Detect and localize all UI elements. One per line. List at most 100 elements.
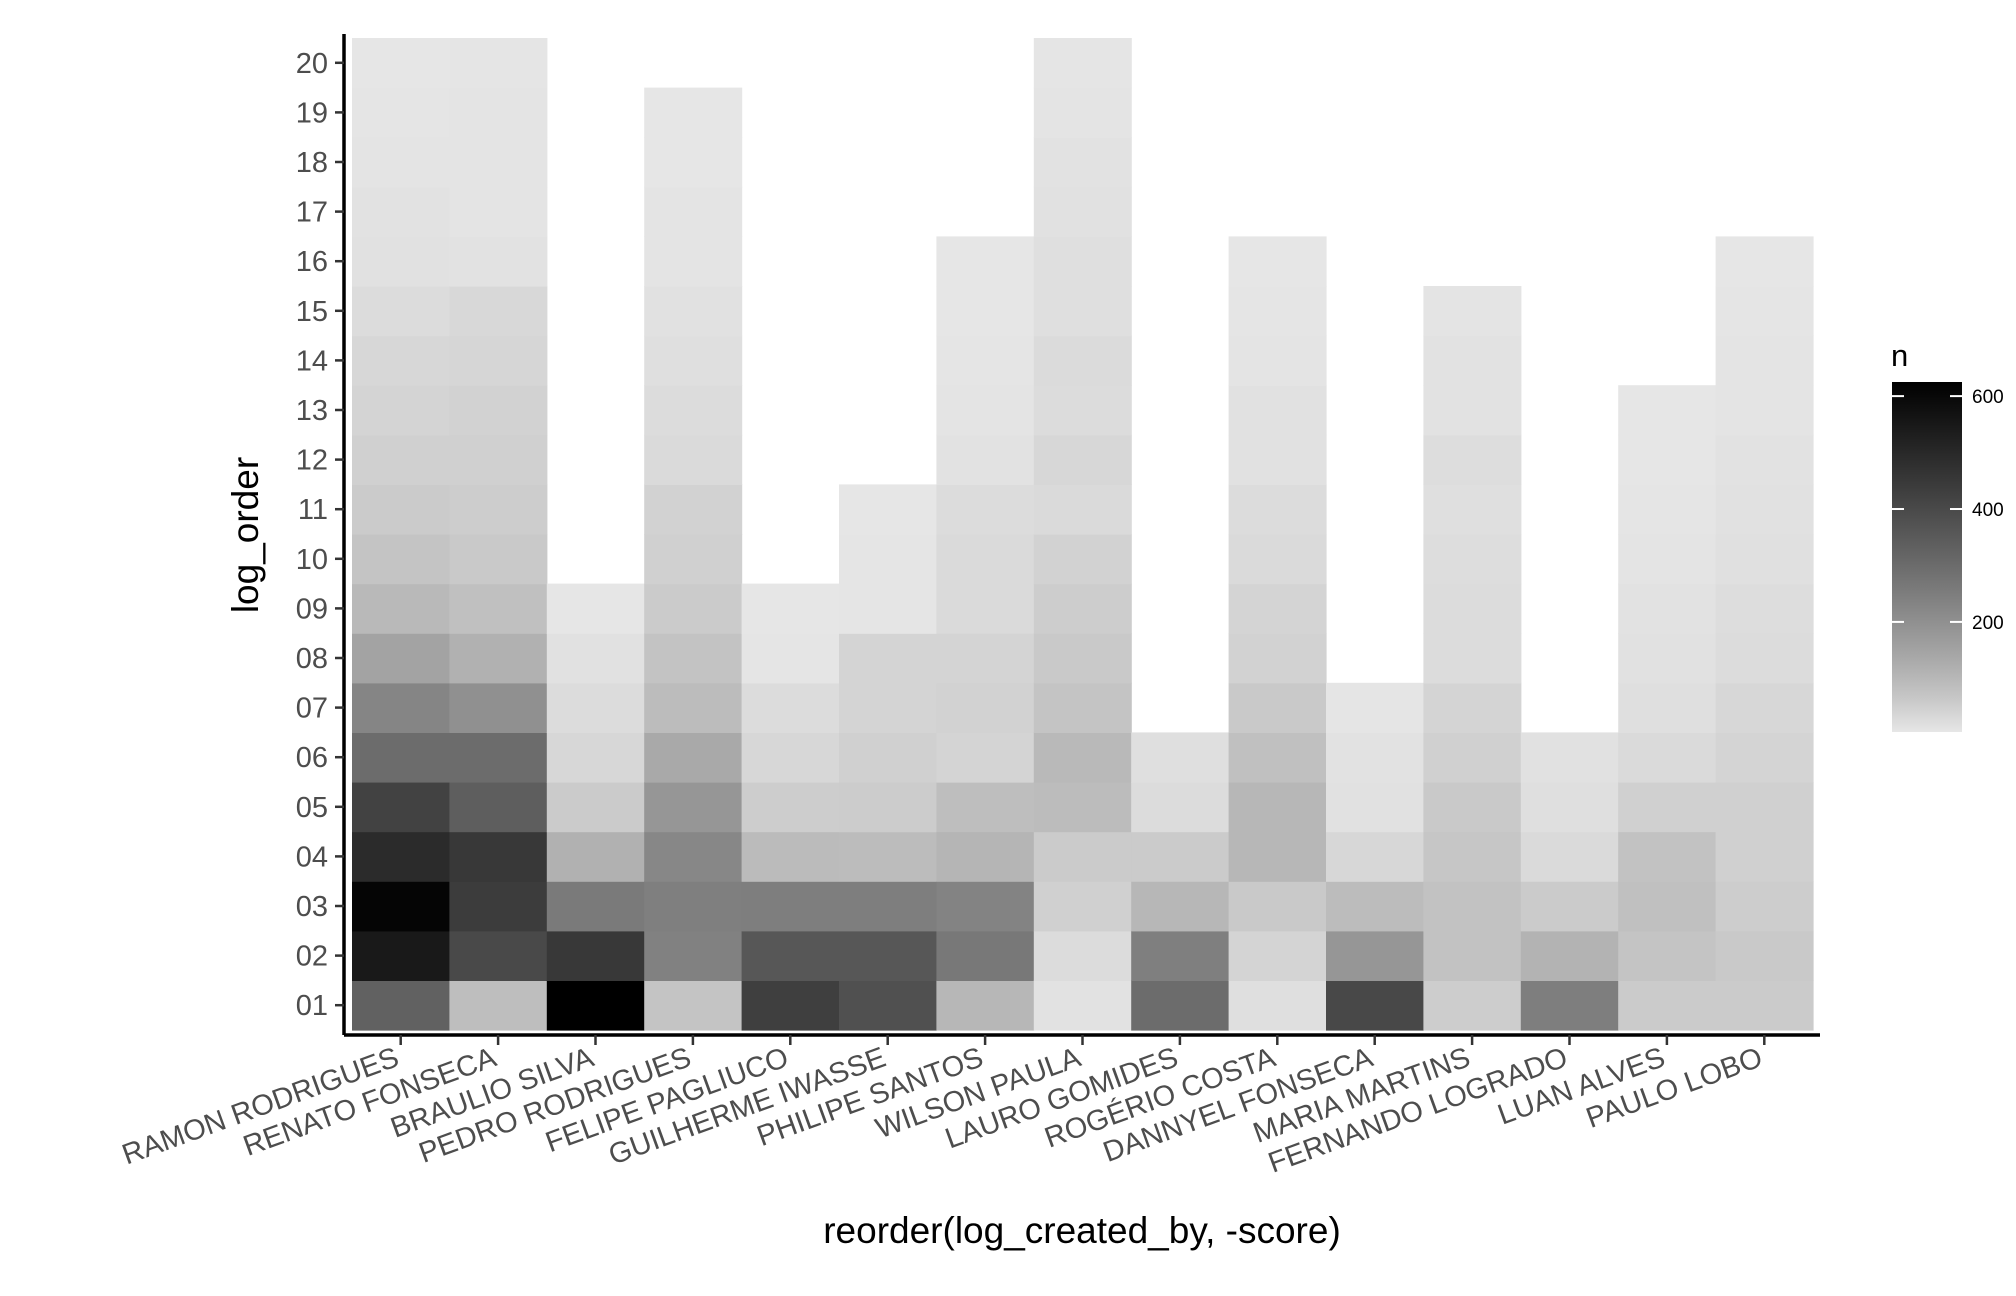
heatmap-cell xyxy=(1715,385,1814,436)
heatmap-cell xyxy=(1618,881,1717,932)
y-tick-label: 17 xyxy=(296,197,328,229)
heatmap-cell xyxy=(1033,782,1132,833)
heatmap-cell xyxy=(839,881,937,932)
heatmap-cell xyxy=(546,583,645,634)
heatmap-cell xyxy=(449,484,548,535)
heatmap-cell xyxy=(1033,732,1132,783)
heatmap-cell xyxy=(1033,87,1132,138)
heatmap-cell xyxy=(1715,881,1814,932)
heatmap-cell xyxy=(936,732,1035,783)
heatmap-cell xyxy=(352,385,450,436)
heatmap-cell xyxy=(1033,186,1132,237)
heatmap-cell xyxy=(1228,484,1327,535)
legend-colorbar xyxy=(1892,382,1962,732)
heatmap-cell xyxy=(1520,732,1619,783)
heatmap-cell xyxy=(936,930,1035,981)
heatmap-cell xyxy=(644,385,743,436)
heatmap-cell xyxy=(1423,881,1522,932)
heatmap-cell xyxy=(1715,682,1814,733)
heatmap-cell xyxy=(1618,732,1717,783)
heatmap-cell xyxy=(1131,732,1230,783)
heatmap-cell xyxy=(839,732,937,783)
heatmap-cell xyxy=(352,732,450,783)
heatmap-cell xyxy=(1618,980,1717,1031)
heatmap-cell xyxy=(741,881,840,932)
heatmap-cell xyxy=(1618,930,1717,981)
heatmap-cell xyxy=(352,137,450,188)
heatmap-cell xyxy=(1033,881,1132,932)
heatmap-cell xyxy=(644,186,743,237)
heatmap-cell xyxy=(741,980,840,1031)
heatmap-cell xyxy=(1423,732,1522,783)
heatmap-cell xyxy=(1033,236,1132,287)
heatmap-cell xyxy=(1033,583,1132,634)
y-tick-label: 03 xyxy=(296,891,328,923)
heatmap-cells xyxy=(352,38,1814,1031)
heatmap-cell xyxy=(936,335,1035,386)
heatmap-cell xyxy=(1033,980,1132,1031)
heatmap-cell xyxy=(936,236,1035,287)
heatmap-cell xyxy=(1033,335,1132,386)
heatmap-cell xyxy=(352,831,450,882)
heatmap-cell xyxy=(1326,831,1424,882)
heatmap-cell xyxy=(352,434,450,485)
heatmap-cell xyxy=(741,930,840,981)
heatmap-cell xyxy=(546,782,645,833)
heatmap-cell xyxy=(1715,236,1814,287)
heatmap-cell xyxy=(644,782,743,833)
heatmap-cell xyxy=(546,633,645,684)
heatmap-cell xyxy=(1033,930,1132,981)
heatmap-cell xyxy=(1423,831,1522,882)
x-axis-title: reorder(log_created_by, -score) xyxy=(823,1210,1341,1251)
heatmap-cell xyxy=(1228,881,1327,932)
heatmap-cell xyxy=(644,732,743,783)
heatmap-cell xyxy=(1715,484,1814,535)
heatmap-cell xyxy=(936,385,1035,436)
heatmap-cell xyxy=(1618,434,1717,485)
heatmap-cell xyxy=(352,87,450,138)
heatmap-cell xyxy=(1228,236,1327,287)
heatmap-cell xyxy=(741,831,840,882)
heatmap-cell xyxy=(449,286,548,337)
heatmap-cell xyxy=(449,980,548,1031)
heatmap-cell xyxy=(1228,534,1327,585)
heatmap-cell xyxy=(1715,831,1814,882)
heatmap-cell xyxy=(546,930,645,981)
heatmap-cell xyxy=(449,137,548,188)
heatmap-cell xyxy=(449,434,548,485)
heatmap-cell xyxy=(1326,782,1424,833)
heatmap-cell xyxy=(644,583,743,634)
heatmap-cell xyxy=(936,782,1035,833)
heatmap-cell xyxy=(352,236,450,287)
y-tick-label: 06 xyxy=(296,742,328,774)
heatmap-cell xyxy=(449,930,548,981)
heatmap-cell xyxy=(741,732,840,783)
heatmap-cell xyxy=(644,980,743,1031)
heatmap-cell xyxy=(1228,434,1327,485)
heatmap-cell xyxy=(1228,682,1327,733)
heatmap-cell xyxy=(1520,831,1619,882)
heatmap-cell xyxy=(449,236,548,287)
heatmap-cell xyxy=(1423,980,1522,1031)
heatmap-cell xyxy=(1520,881,1619,932)
heatmap-cell xyxy=(449,186,548,237)
heatmap-cell xyxy=(1618,682,1717,733)
heatmap-cell xyxy=(449,782,548,833)
heatmap-cell xyxy=(352,335,450,386)
heatmap-cell xyxy=(1423,583,1522,634)
heatmap-cell xyxy=(449,385,548,436)
heatmap-cell xyxy=(546,682,645,733)
y-tick-label: 18 xyxy=(296,147,328,179)
heatmap-cell xyxy=(1033,682,1132,733)
heatmap-cell xyxy=(1228,385,1327,436)
y-tick-label: 11 xyxy=(298,494,328,526)
heatmap-cell xyxy=(546,831,645,882)
heatmap-cell xyxy=(936,434,1035,485)
heatmap-cell xyxy=(352,534,450,585)
heatmap-cell xyxy=(1228,782,1327,833)
color-legend: n 200 400 600 xyxy=(1891,338,2004,732)
heatmap-cell xyxy=(936,633,1035,684)
heatmap-cell xyxy=(1715,930,1814,981)
heatmap-cell xyxy=(1423,782,1522,833)
